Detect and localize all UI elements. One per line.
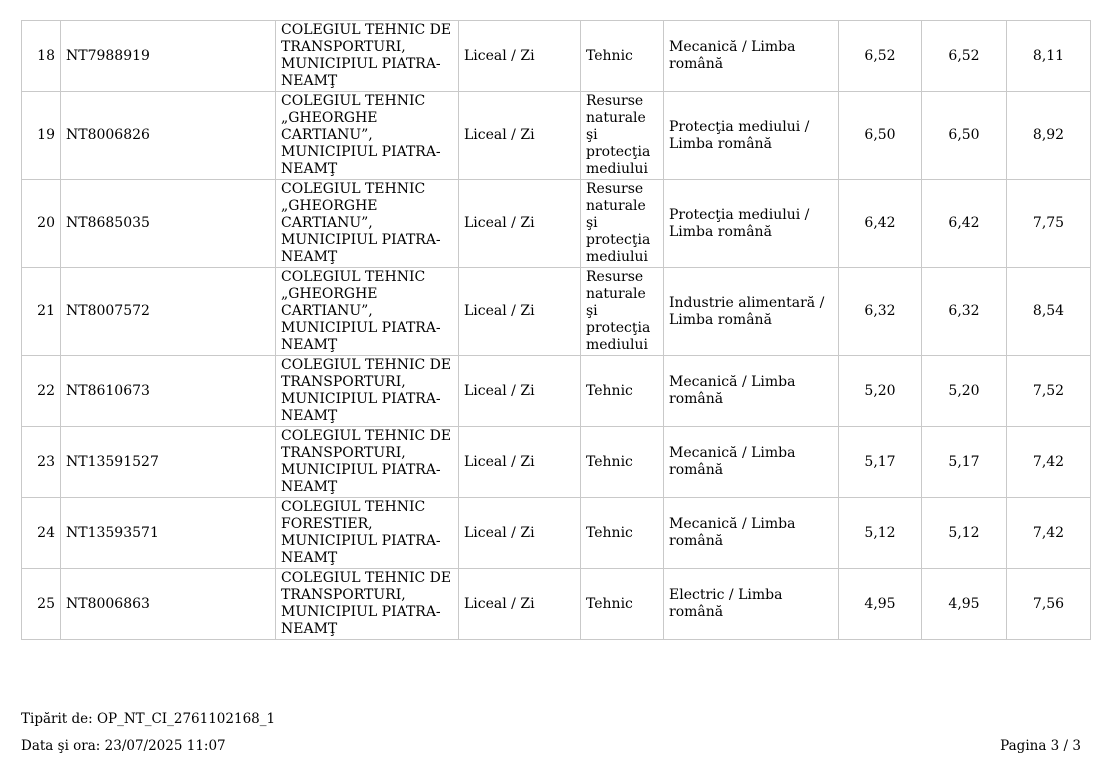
candidate-code-cell: NT8007572 bbox=[60, 267, 276, 356]
score-cell-1: 6,50 bbox=[838, 91, 922, 180]
score-cell-2: 5,12 bbox=[921, 497, 1007, 569]
table-row: 21 NT8007572 COLEGIUL TEHNIC „GHEORGHE C… bbox=[21, 267, 1091, 356]
page-number-text: Pagina 3 / 3 bbox=[1000, 738, 1081, 754]
education-form-cell: Liceal / Zi bbox=[458, 267, 581, 356]
row-number-cell: 25 bbox=[21, 568, 61, 640]
candidate-code-cell: NT7988919 bbox=[60, 20, 276, 92]
score-cell-3: 7,42 bbox=[1006, 426, 1091, 498]
score-cell-2: 6,42 bbox=[921, 179, 1007, 268]
specialization-cell: Mecanică / Limba română bbox=[663, 497, 839, 569]
score-cell-1: 6,42 bbox=[838, 179, 922, 268]
education-form-cell: Liceal / Zi bbox=[458, 91, 581, 180]
education-form-cell: Liceal / Zi bbox=[458, 355, 581, 427]
score-cell-2: 5,20 bbox=[921, 355, 1007, 427]
education-form-cell: Liceal / Zi bbox=[458, 426, 581, 498]
row-number-cell: 22 bbox=[21, 355, 61, 427]
score-cell-3: 7,56 bbox=[1006, 568, 1091, 640]
profile-cell: Tehnic bbox=[580, 426, 664, 498]
education-form-cell: Liceal / Zi bbox=[458, 20, 581, 92]
printed-by-text: Tipărit de: OP_NT_CI_2761102168_1 bbox=[21, 711, 276, 727]
school-name-cell: COLEGIUL TEHNIC „GHEORGHE CARTIANU”, MUN… bbox=[275, 179, 459, 268]
school-name-cell: COLEGIUL TEHNIC „GHEORGHE CARTIANU”, MUN… bbox=[275, 91, 459, 180]
profile-cell: Tehnic bbox=[580, 568, 664, 640]
score-cell-2: 4,95 bbox=[921, 568, 1007, 640]
specialization-cell: Mecanică / Limba română bbox=[663, 355, 839, 427]
candidate-code-cell: NT8006863 bbox=[60, 568, 276, 640]
profile-cell: Tehnic bbox=[580, 20, 664, 92]
results-table: 18 NT7988919 COLEGIUL TEHNIC DE TRANSPOR… bbox=[21, 20, 1091, 640]
table-row: 22 NT8610673 COLEGIUL TEHNIC DE TRANSPOR… bbox=[21, 355, 1091, 427]
specialization-cell: Industrie alimentară / Limba română bbox=[663, 267, 839, 356]
score-cell-1: 5,20 bbox=[838, 355, 922, 427]
education-form-cell: Liceal / Zi bbox=[458, 497, 581, 569]
specialization-cell: Mecanică / Limba română bbox=[663, 20, 839, 92]
profile-cell: Resurse naturale şi protecţia mediului bbox=[580, 91, 664, 180]
score-cell-3: 7,52 bbox=[1006, 355, 1091, 427]
score-cell-3: 7,42 bbox=[1006, 497, 1091, 569]
candidate-code-cell: NT8006826 bbox=[60, 91, 276, 180]
score-cell-1: 4,95 bbox=[838, 568, 922, 640]
school-name-cell: COLEGIUL TEHNIC DE TRANSPORTURI, MUNICIP… bbox=[275, 568, 459, 640]
score-cell-3: 8,54 bbox=[1006, 267, 1091, 356]
candidate-code-cell: NT8685035 bbox=[60, 179, 276, 268]
table-row: 24 NT13593571 COLEGIUL TEHNIC FORESTIER,… bbox=[21, 497, 1091, 569]
table-row: 18 NT7988919 COLEGIUL TEHNIC DE TRANSPOR… bbox=[21, 20, 1091, 92]
row-number-cell: 20 bbox=[21, 179, 61, 268]
results-table-body: 18 NT7988919 COLEGIUL TEHNIC DE TRANSPOR… bbox=[21, 20, 1091, 640]
table-row: 25 NT8006863 COLEGIUL TEHNIC DE TRANSPOR… bbox=[21, 568, 1091, 640]
table-row: 19 NT8006826 COLEGIUL TEHNIC „GHEORGHE C… bbox=[21, 91, 1091, 180]
education-form-cell: Liceal / Zi bbox=[458, 179, 581, 268]
score-cell-2: 6,52 bbox=[921, 20, 1007, 92]
score-cell-1: 6,32 bbox=[838, 267, 922, 356]
table-row: 23 NT13591527 COLEGIUL TEHNIC DE TRANSPO… bbox=[21, 426, 1091, 498]
score-cell-1: 5,17 bbox=[838, 426, 922, 498]
date-time-text: Data şi ora: 23/07/2025 11:07 bbox=[21, 738, 226, 754]
profile-cell: Resurse naturale şi protecţia mediului bbox=[580, 179, 664, 268]
score-cell-3: 7,75 bbox=[1006, 179, 1091, 268]
profile-cell: Resurse naturale şi protecţia mediului bbox=[580, 267, 664, 356]
score-cell-2: 6,32 bbox=[921, 267, 1007, 356]
profile-cell: Tehnic bbox=[580, 355, 664, 427]
score-cell-1: 5,12 bbox=[838, 497, 922, 569]
school-name-cell: COLEGIUL TEHNIC FORESTIER, MUNICIPIUL PI… bbox=[275, 497, 459, 569]
candidate-code-cell: NT8610673 bbox=[60, 355, 276, 427]
school-name-cell: COLEGIUL TEHNIC DE TRANSPORTURI, MUNICIP… bbox=[275, 20, 459, 92]
row-number-cell: 24 bbox=[21, 497, 61, 569]
row-number-cell: 19 bbox=[21, 91, 61, 180]
specialization-cell: Protecţia mediului / Limba română bbox=[663, 179, 839, 268]
score-cell-2: 5,17 bbox=[921, 426, 1007, 498]
score-cell-3: 8,92 bbox=[1006, 91, 1091, 180]
specialization-cell: Electric / Limba română bbox=[663, 568, 839, 640]
school-name-cell: COLEGIUL TEHNIC DE TRANSPORTURI, MUNICIP… bbox=[275, 355, 459, 427]
row-number-cell: 18 bbox=[21, 20, 61, 92]
score-cell-1: 6,52 bbox=[838, 20, 922, 92]
row-number-cell: 21 bbox=[21, 267, 61, 356]
school-name-cell: COLEGIUL TEHNIC DE TRANSPORTURI, MUNICIP… bbox=[275, 426, 459, 498]
school-name-cell: COLEGIUL TEHNIC „GHEORGHE CARTIANU”, MUN… bbox=[275, 267, 459, 356]
specialization-cell: Mecanică / Limba română bbox=[663, 426, 839, 498]
score-cell-2: 6,50 bbox=[921, 91, 1007, 180]
education-form-cell: Liceal / Zi bbox=[458, 568, 581, 640]
score-cell-3: 8,11 bbox=[1006, 20, 1091, 92]
table-row: 20 NT8685035 COLEGIUL TEHNIC „GHEORGHE C… bbox=[21, 179, 1091, 268]
row-number-cell: 23 bbox=[21, 426, 61, 498]
profile-cell: Tehnic bbox=[580, 497, 664, 569]
specialization-cell: Protecţia mediului / Limba română bbox=[663, 91, 839, 180]
candidate-code-cell: NT13593571 bbox=[60, 497, 276, 569]
candidate-code-cell: NT13591527 bbox=[60, 426, 276, 498]
